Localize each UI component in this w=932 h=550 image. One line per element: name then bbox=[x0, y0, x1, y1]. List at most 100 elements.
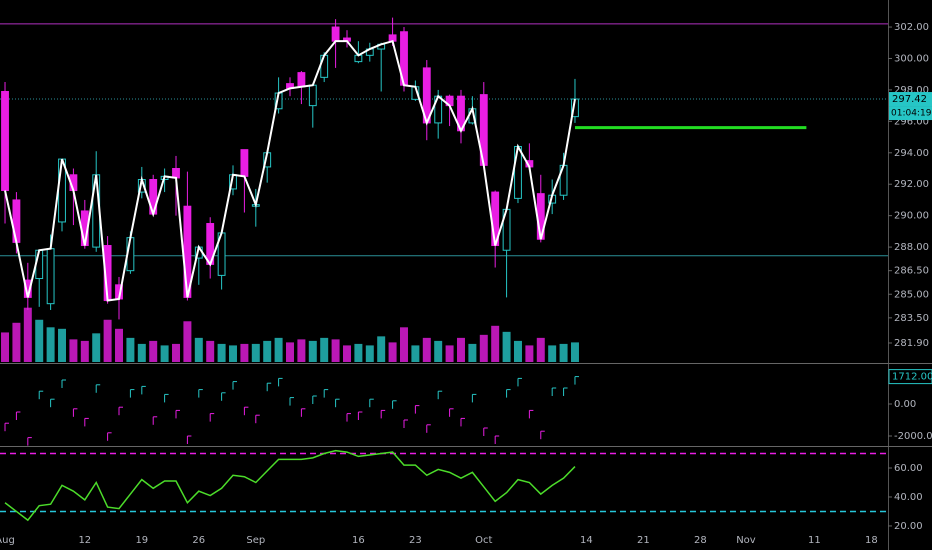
x-tick-label: 28 bbox=[694, 535, 707, 546]
volume-bar bbox=[297, 339, 306, 362]
y-tick-label: 283.50 bbox=[894, 313, 929, 324]
volume-bar bbox=[263, 340, 272, 362]
volume-bar bbox=[149, 340, 158, 362]
y-tick-label: 288.00 bbox=[894, 242, 929, 253]
volume-bar bbox=[399, 327, 408, 362]
volume-bar bbox=[536, 337, 545, 362]
x-tick-label: 26 bbox=[192, 535, 205, 546]
candle-body bbox=[331, 26, 340, 42]
candle-body bbox=[46, 248, 55, 305]
volume-bar bbox=[434, 340, 443, 362]
volume-bar bbox=[286, 342, 294, 362]
volume-bar bbox=[559, 343, 568, 362]
volume-bar bbox=[23, 307, 32, 362]
volume-bar bbox=[35, 319, 44, 362]
volume-bar bbox=[1, 332, 10, 362]
candle-body bbox=[308, 84, 317, 107]
volume-bar bbox=[274, 337, 283, 362]
x-tick-label: 11 bbox=[808, 535, 821, 546]
indicator-label: 1712.00 bbox=[892, 372, 932, 383]
volume-bar bbox=[46, 327, 55, 362]
x-tick-label: 12 bbox=[78, 535, 91, 546]
volume-bar bbox=[126, 337, 135, 362]
volume-bar bbox=[365, 345, 374, 362]
volume-bar bbox=[194, 337, 203, 362]
rsi-line bbox=[4, 449, 576, 522]
x-tick-label: Aug bbox=[0, 535, 15, 546]
volume-bar bbox=[69, 339, 78, 362]
x-tick-label: Nov bbox=[736, 535, 756, 546]
volume-bar bbox=[491, 325, 500, 362]
volume-bar bbox=[183, 321, 192, 362]
x-tick-label: 18 bbox=[865, 535, 878, 546]
volume-bar bbox=[456, 337, 465, 362]
candle-body bbox=[297, 72, 306, 88]
candle-body bbox=[240, 149, 249, 177]
volume-bar bbox=[115, 328, 123, 362]
y-tick-label: 300.00 bbox=[894, 53, 929, 64]
volume-bar bbox=[411, 345, 420, 362]
volume-bar bbox=[80, 340, 89, 362]
indicator-label-box bbox=[888, 369, 932, 385]
y-tick-label: 296.00 bbox=[894, 116, 929, 127]
volume-bar bbox=[217, 343, 226, 362]
y-tick-label: 20.00 bbox=[894, 521, 923, 532]
volume-bar bbox=[331, 339, 340, 362]
volume-bar bbox=[229, 345, 237, 362]
y-tick-label: 285.00 bbox=[894, 289, 929, 300]
y-tick-label: 298.00 bbox=[894, 85, 929, 96]
volume-bar bbox=[377, 336, 386, 362]
y-tick-label: 60.00 bbox=[894, 463, 923, 474]
volume-bar bbox=[468, 343, 477, 362]
volume-bar bbox=[388, 342, 397, 362]
close-line bbox=[4, 39, 576, 302]
volume-bar bbox=[479, 334, 488, 362]
y-tick-label: 281.90 bbox=[894, 338, 929, 349]
volume-bar bbox=[570, 342, 579, 362]
x-tick-label: 16 bbox=[352, 535, 365, 546]
candle-body bbox=[172, 168, 180, 179]
x-tick-label: Oct bbox=[475, 535, 492, 546]
volume-bar bbox=[422, 337, 431, 362]
candle-body bbox=[1, 90, 9, 192]
volume-bar bbox=[12, 322, 21, 362]
volume-bar bbox=[525, 345, 534, 362]
y-tick-label: 292.00 bbox=[894, 179, 929, 190]
volume-bar bbox=[137, 343, 146, 362]
y-tick-label: 0.00 bbox=[894, 399, 916, 410]
x-tick-label: 23 bbox=[409, 535, 422, 546]
volume-bar bbox=[354, 343, 363, 362]
volume-bar bbox=[343, 345, 351, 362]
volume-bar bbox=[172, 343, 180, 362]
price-label: 297.42 bbox=[892, 94, 927, 105]
y-tick-label: 286.50 bbox=[894, 266, 929, 277]
volume-bar bbox=[58, 328, 67, 362]
volume-bar bbox=[502, 331, 511, 362]
y-tick-label: -2000.00 bbox=[894, 431, 932, 442]
x-tick-label: Sep bbox=[246, 535, 265, 546]
y-tick-label: 294.00 bbox=[894, 148, 929, 159]
y-tick-label: 290.00 bbox=[894, 211, 929, 222]
volume-bar bbox=[251, 343, 260, 362]
volume-bar bbox=[308, 340, 317, 362]
volume-bar bbox=[160, 345, 169, 362]
volume-bar bbox=[206, 340, 215, 362]
volume-bar bbox=[513, 340, 522, 362]
price-label-box bbox=[889, 92, 932, 107]
y-tick-label: 40.00 bbox=[894, 492, 923, 503]
volume-bar bbox=[103, 319, 112, 362]
x-tick-label: 19 bbox=[135, 535, 148, 546]
volume-bar bbox=[445, 345, 454, 362]
candle-body bbox=[320, 54, 329, 78]
volume-bar bbox=[92, 333, 101, 362]
volume-bar bbox=[548, 345, 557, 362]
x-tick-label: 14 bbox=[580, 535, 593, 546]
x-tick-label: 21 bbox=[637, 535, 650, 546]
volume-bar bbox=[320, 337, 329, 362]
y-tick-label: 302.00 bbox=[894, 22, 929, 33]
countdown-box bbox=[889, 106, 932, 121]
volume-bar bbox=[240, 343, 249, 362]
countdown-label: 01:04:19 bbox=[891, 109, 932, 119]
